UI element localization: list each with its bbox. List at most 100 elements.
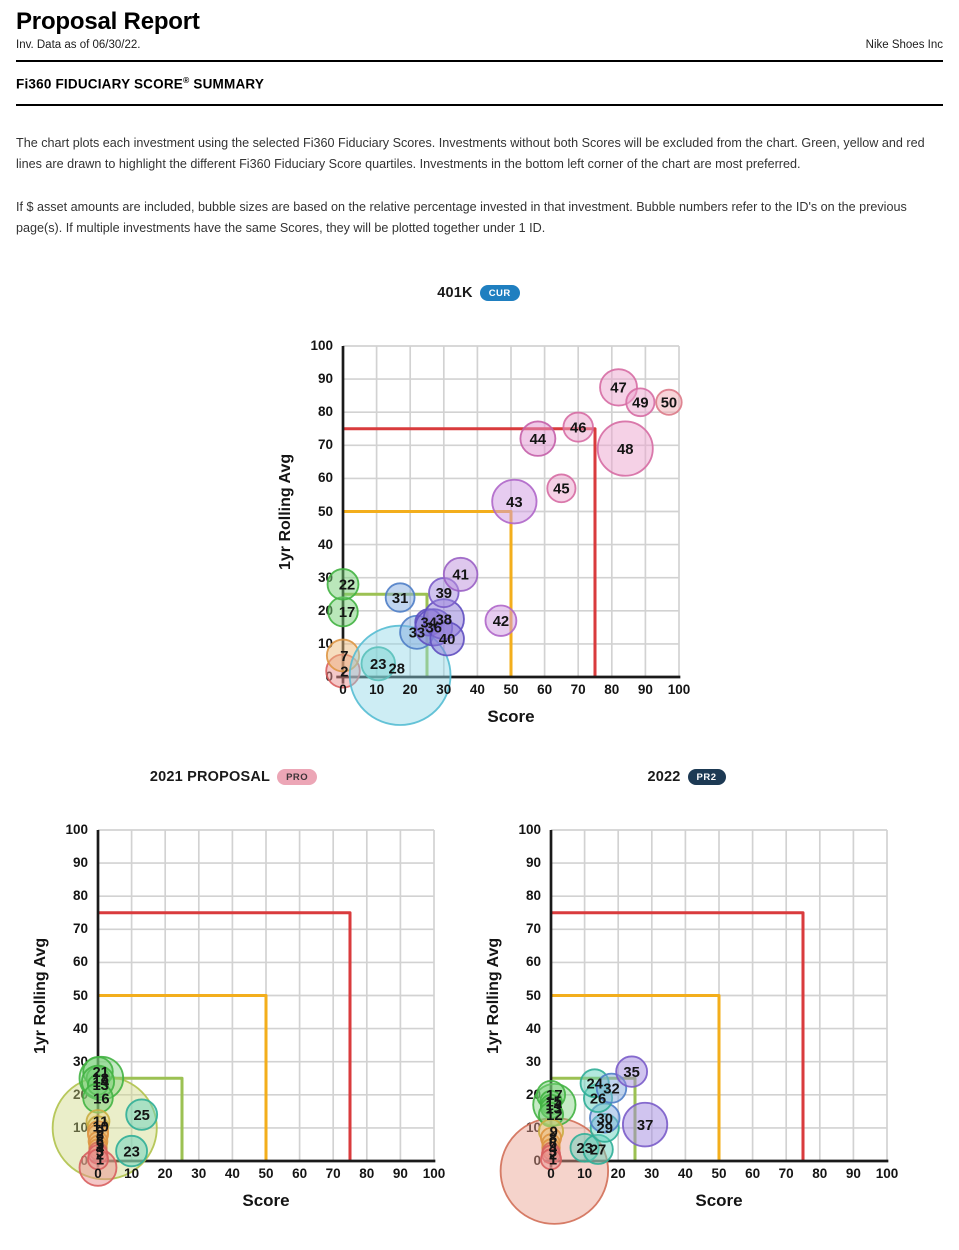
bubble-label: 8	[96, 1128, 104, 1144]
bubble-label: 49	[632, 396, 648, 412]
x-tick: 20	[157, 1166, 173, 1181]
y-tick: 60	[525, 954, 541, 970]
x-tick: 60	[745, 1166, 761, 1181]
x-tick: 100	[875, 1166, 899, 1181]
bubble-label: 22	[339, 578, 355, 594]
y-tick: 60	[72, 954, 88, 970]
x-tick: 0	[547, 1166, 555, 1181]
bubble-50	[655, 388, 683, 416]
x-tick: 30	[191, 1166, 207, 1181]
divider-section	[16, 103, 943, 106]
quartile-line-red	[343, 427, 597, 677]
chart-badge: CUR	[479, 285, 520, 301]
bubble-label: 17	[546, 1088, 562, 1104]
x-axis-label: Score	[242, 1191, 290, 1210]
chart-401k: 401K CUR 1yr Rolling Avg 010203040506070…	[276, 283, 690, 763]
x-tick: 70	[570, 682, 586, 697]
report-header: Proposal Report Inv. Data as of 06/30/22…	[0, 8, 959, 106]
bubble-1	[86, 1148, 110, 1171]
bubble-label: 13	[92, 1078, 108, 1094]
bubble-label: 2	[549, 1148, 557, 1164]
y-tick: 70	[317, 437, 333, 453]
bubble-label: 36	[426, 621, 442, 637]
x-tick: 10	[369, 682, 385, 697]
bubble-label: 48	[617, 442, 633, 458]
x-tick: 40	[224, 1166, 240, 1181]
bubble-35	[615, 1055, 649, 1088]
x-tick: 30	[436, 682, 452, 697]
bubble-43	[491, 478, 538, 525]
chart-title-row: 2021 PROPOSAL PRO	[31, 767, 436, 787]
y-tick: 100	[518, 822, 541, 838]
registered-mark: ®	[182, 75, 190, 85]
bubble-label: 21	[92, 1065, 108, 1081]
bubble-label: 27	[590, 1143, 606, 1159]
bubble-label: 12	[546, 1108, 562, 1124]
bubble-label: 39	[436, 586, 452, 602]
quartile-line-red	[551, 911, 805, 1161]
y-tick: 40	[525, 1020, 541, 1036]
x-tick: 20	[402, 682, 418, 697]
bubble-1	[539, 1148, 563, 1171]
y-tick: 40	[72, 1020, 88, 1036]
x-tick: 60	[537, 682, 553, 697]
page-title: Proposal Report	[16, 8, 200, 35]
bubble-label: 2	[96, 1148, 104, 1164]
bubble-label: 1	[549, 1153, 557, 1169]
bubble-45	[546, 473, 577, 504]
y-tick: 90	[317, 371, 333, 387]
bubble-label: 45	[553, 482, 569, 498]
y-tick: 80	[72, 888, 88, 904]
bubble-label: 8	[549, 1131, 557, 1147]
x-tick: 100	[422, 1166, 446, 1181]
y-axis-label: 1yr Rolling Avg	[485, 937, 502, 1054]
bubble-41	[442, 556, 479, 592]
bubble-label: 41	[452, 568, 468, 584]
bubble-label: 7	[340, 649, 348, 665]
y-tick: 100	[65, 822, 88, 838]
chart-badge: PR2	[687, 769, 726, 785]
y-tick: 30	[525, 1053, 541, 1069]
description-paragraph-2: If $ asset amounts are included, bubble …	[16, 199, 907, 236]
x-axis-label: Score	[487, 707, 535, 726]
bubble-label: 47	[610, 381, 626, 397]
x-tick: 100	[667, 682, 691, 697]
x-tick: 10	[124, 1166, 140, 1181]
plot-area: 2 7 17 22 23 28 31 33 34 36 38 39 40 41 42 43 44 45 46 47 48…	[325, 345, 683, 726]
y-tick: 70	[72, 921, 88, 937]
y-tick: 70	[525, 921, 541, 937]
x-tick: 70	[778, 1166, 794, 1181]
x-tick: 40	[469, 682, 485, 697]
y-axis-label: 1yr Rolling Avg	[32, 937, 49, 1054]
bubble-label: 15	[545, 1095, 561, 1111]
y-tick: 100	[310, 338, 333, 354]
bubble-label: 13	[545, 1101, 561, 1117]
bubble-label: 46	[570, 420, 586, 436]
bubble-label: 30	[597, 1111, 613, 1127]
bubble-label: 38	[436, 612, 452, 628]
quartile-line-yellow	[98, 994, 268, 1161]
x-tick: 50	[711, 1166, 727, 1181]
bubble-label: 34	[420, 616, 437, 632]
x-tick: 0	[94, 1166, 102, 1181]
bubble-label: 26	[590, 1091, 606, 1107]
bubble-label: 14	[92, 1075, 109, 1091]
y-tick: 50	[525, 987, 541, 1003]
quartile-line-red	[98, 911, 352, 1161]
chart-2022: 2022 PR2 1yr Rolling Avg 0 10 20 30 40 50 60 70…	[484, 767, 898, 1247]
bubble-28	[348, 624, 452, 726]
description-paragraph-1: The chart plots each investment using th…	[16, 135, 925, 172]
bubble-44	[519, 420, 557, 457]
bubble-label: 29	[597, 1121, 613, 1137]
y-tick: 80	[317, 404, 333, 420]
x-axis-label: Score	[695, 1191, 743, 1210]
chart-title-row: 401K CUR	[276, 283, 681, 303]
x-tick: 80	[812, 1166, 828, 1181]
bubble-31	[384, 582, 416, 613]
bubble-label: 4	[96, 1141, 105, 1157]
quartile-line-green	[98, 1076, 184, 1161]
